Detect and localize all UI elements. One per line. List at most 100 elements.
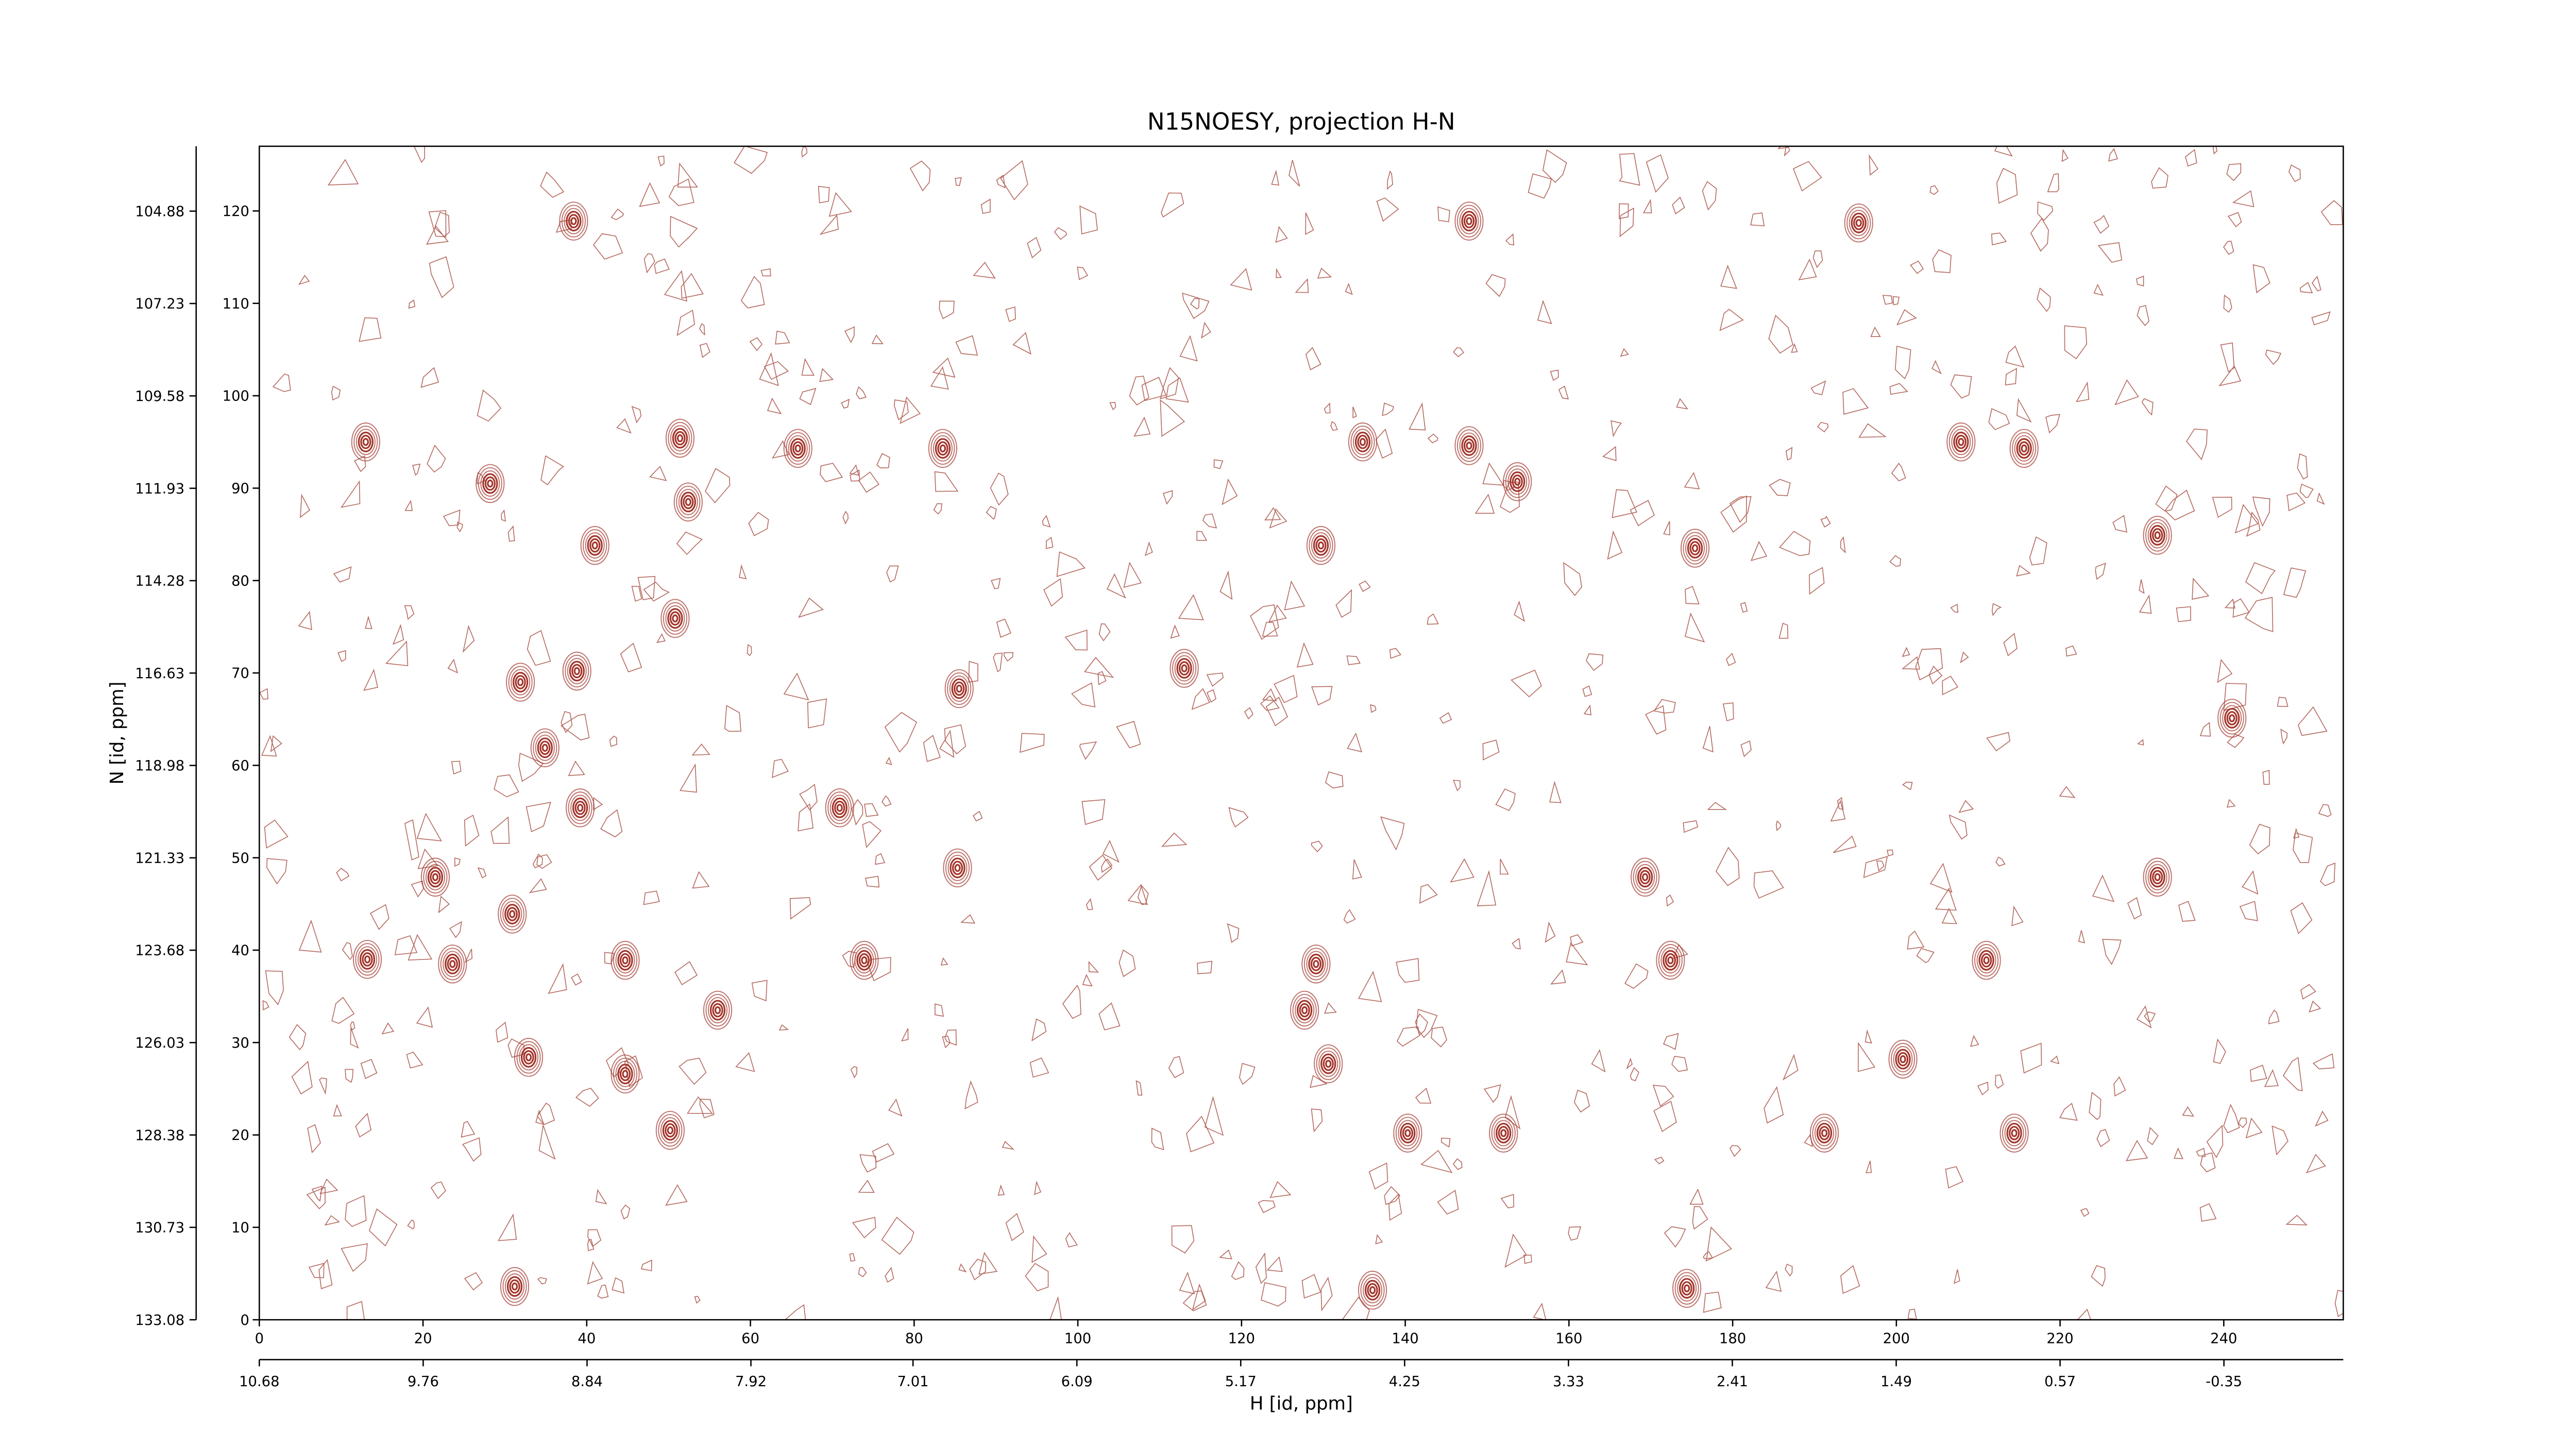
contour-ring — [1325, 1059, 1332, 1068]
noise-contour — [1663, 521, 1670, 535]
noise-contour — [1586, 653, 1604, 671]
noise-contour — [2037, 201, 2054, 221]
noise-contour — [2182, 1106, 2194, 1117]
contour-ring — [1323, 1056, 1334, 1071]
noise-contour — [1409, 402, 1426, 431]
contour-ring — [1679, 1278, 1695, 1299]
contour-ring — [667, 608, 683, 629]
noise-contour — [1902, 782, 1913, 790]
noise-contour — [801, 146, 807, 158]
noise-contour — [2011, 905, 2024, 926]
noise-contour — [1750, 212, 1765, 227]
noise-contour — [538, 1125, 556, 1160]
noise-contour — [1866, 1160, 1872, 1173]
noise-contour — [972, 811, 983, 822]
contour-ring — [834, 800, 845, 815]
contour-ring — [852, 944, 876, 977]
contour-ring — [1900, 1055, 1906, 1064]
contour-ring — [2006, 1122, 2022, 1143]
noise-contour — [1295, 278, 1309, 293]
contour-ring — [709, 1000, 726, 1021]
contour-ring — [786, 432, 810, 465]
noise-contour — [679, 1057, 707, 1085]
noise-contour — [739, 564, 747, 580]
contour-ring — [2152, 870, 2163, 885]
peak — [1348, 422, 1378, 462]
noise-contour — [2293, 832, 2313, 863]
peak — [580, 526, 609, 565]
noise-contour — [900, 396, 921, 424]
contour-ring — [1821, 1129, 1828, 1137]
y-tick-label: 120 — [223, 204, 249, 220]
noise-contour — [1178, 594, 1204, 620]
x-tick-label: 40 — [578, 1330, 596, 1346]
noise-contour — [2065, 645, 2077, 657]
noise-contour — [1118, 949, 1136, 978]
peak — [703, 990, 733, 1030]
noise-contour — [1683, 820, 1699, 833]
contour-ring — [2229, 714, 2235, 722]
contour-ring — [667, 1126, 674, 1135]
contour-ring — [1637, 867, 1653, 888]
noise-contour — [1228, 807, 1249, 828]
noise-contour — [1941, 907, 1958, 924]
y2-tick-label: 104.88 — [135, 204, 184, 220]
noise-contour — [1889, 383, 1908, 395]
contour-ring — [511, 669, 531, 696]
noise-contour — [336, 868, 350, 882]
noise-contour — [1775, 820, 1781, 831]
contour-ring — [670, 425, 690, 451]
noise-contour — [1602, 446, 1617, 461]
noise-contour — [300, 494, 311, 518]
noise-contour — [319, 1178, 338, 1194]
contour-ring — [2012, 432, 2037, 465]
noise-contour — [490, 816, 510, 844]
contour-ring — [1980, 953, 1992, 968]
contour-ring — [1635, 864, 1655, 890]
noise-contour — [1511, 669, 1542, 698]
noise-contour — [454, 857, 461, 867]
contour-ring — [1658, 944, 1683, 977]
contour-ring — [1290, 990, 1319, 1030]
noise-contour — [494, 774, 519, 798]
noise-contour — [1311, 686, 1333, 706]
contour-ring — [432, 873, 439, 881]
noise-contour — [2206, 1124, 2224, 1158]
noise-contour — [385, 641, 409, 666]
noise-contour — [1809, 567, 1825, 595]
noise-contour — [333, 1104, 342, 1117]
noise-contour — [2245, 562, 2276, 595]
contour-ring — [1358, 1271, 1387, 1310]
noise-contour — [411, 880, 424, 898]
noise-contour — [587, 1229, 602, 1248]
noise-contour — [1192, 1283, 1206, 1311]
contour-ring — [523, 1050, 534, 1065]
contour-ring — [572, 797, 588, 818]
noise-contour — [261, 735, 277, 757]
noise-contour — [798, 597, 824, 618]
noise-contour — [1528, 173, 1552, 199]
noise-contour — [676, 309, 695, 336]
noise-contour — [1043, 578, 1063, 607]
noise-contour — [447, 659, 459, 673]
noise-contour — [2218, 365, 2242, 386]
contour-ring — [1948, 426, 1973, 459]
noise-contour — [2155, 485, 2178, 512]
contour-ring — [619, 1067, 631, 1082]
noise-contour — [1798, 258, 1817, 280]
noise-contour — [1389, 648, 1402, 659]
noise-contour — [1995, 856, 2006, 867]
noise-contour — [1654, 1156, 1665, 1165]
noise-contour — [862, 821, 882, 848]
noise-contour — [2297, 706, 2328, 736]
noise-contour — [451, 761, 462, 774]
contour-ring — [502, 901, 522, 928]
contour-ring — [617, 950, 633, 971]
contour-ring — [622, 956, 629, 965]
noise-contour — [1204, 1096, 1224, 1136]
x-tick-label: 0 — [255, 1330, 264, 1346]
contour-ring — [535, 734, 555, 761]
noise-contour — [2016, 565, 2031, 577]
peak — [1358, 1271, 1387, 1310]
contour-ring — [517, 678, 524, 686]
